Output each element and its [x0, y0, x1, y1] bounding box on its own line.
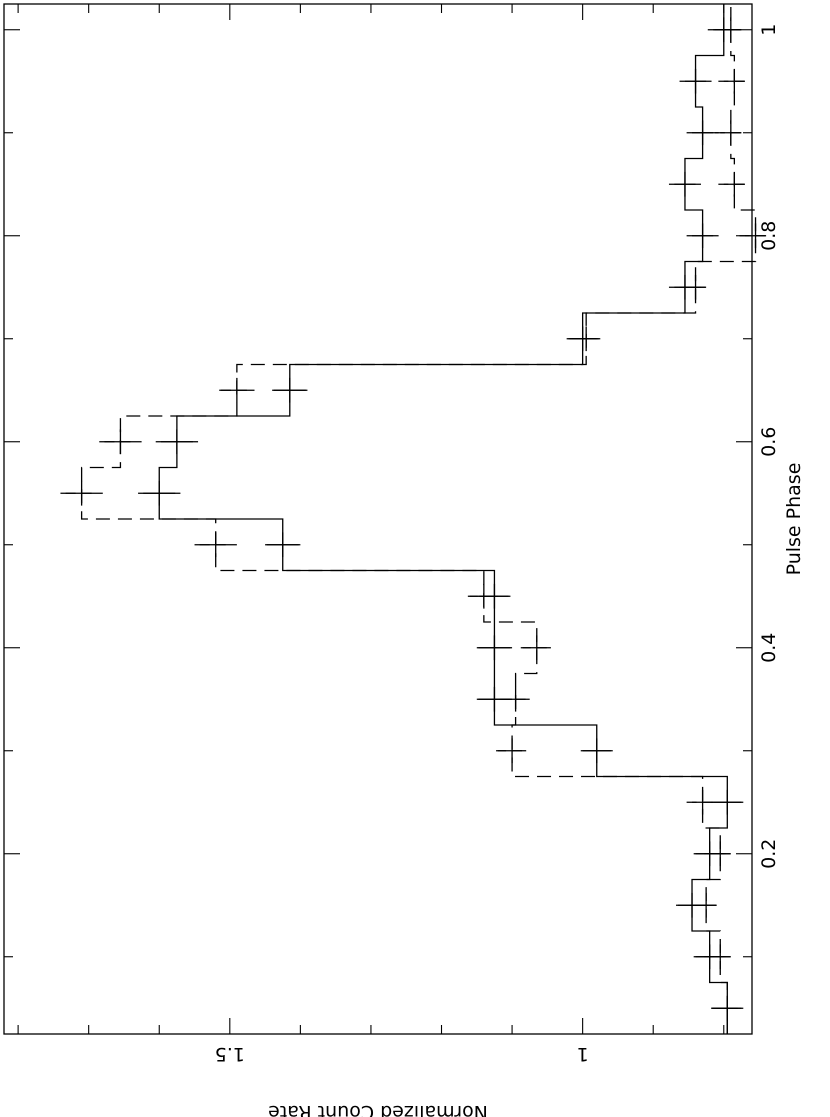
x-tick-label: 0.6 [758, 427, 780, 457]
plot-frame [3, 3, 753, 1035]
series-solid [138, 4, 744, 1034]
x-axis-label: Pulse Phase [783, 463, 805, 576]
axis-ticks [4, 4, 752, 1034]
y-tick-label: 1.5 [215, 1043, 245, 1065]
x-tick-label: 0.8 [758, 221, 780, 251]
series-dashed [60, 4, 772, 1034]
tick-labels: 0.2 0.4 0.6 0.8 1 1 1.5 [215, 24, 780, 1065]
y-tick-label: 1 [577, 1043, 589, 1065]
x-tick-label: 0.2 [758, 839, 780, 869]
series-layer [60, 4, 772, 1034]
x-tick-label: 1 [758, 24, 780, 36]
step-line [158, 4, 728, 1034]
x-tick-label: 0.4 [758, 633, 780, 663]
y-axis-label: Normalized Count Rate [268, 1101, 488, 1117]
